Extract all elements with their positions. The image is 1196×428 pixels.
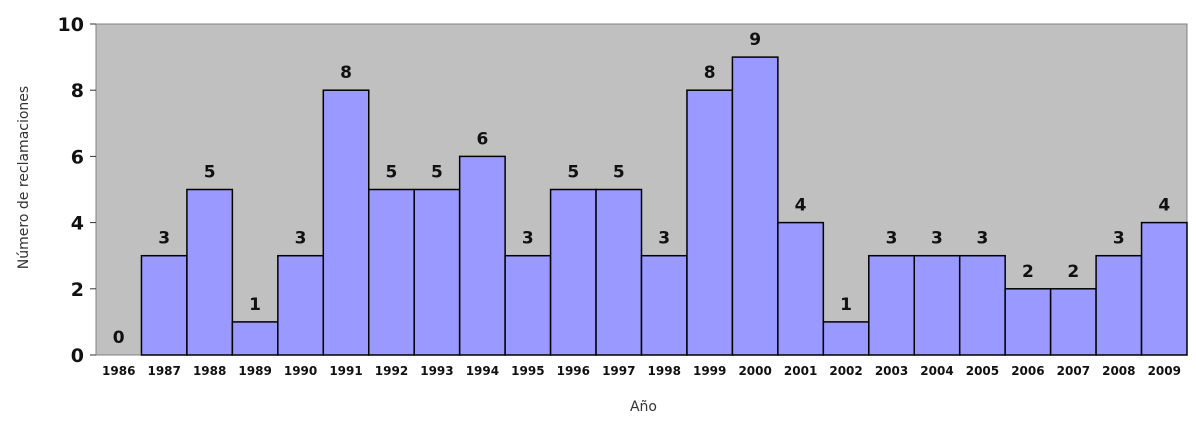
bar-2003 (868, 254, 916, 356)
x-tick-label-1993: 1993 (420, 364, 453, 378)
bar-2000 (731, 56, 779, 356)
data-label-1992: 5 (386, 163, 398, 183)
data-label-2007: 2 (1067, 262, 1079, 282)
x-tick-label-1988: 1988 (193, 364, 226, 378)
bar-1988 (186, 188, 234, 356)
bar-2008 (1095, 254, 1143, 356)
x-tick-label-2006: 2006 (1011, 364, 1044, 378)
data-label-1996: 5 (567, 163, 579, 183)
data-label-1995: 3 (522, 229, 534, 249)
data-label-2000: 9 (749, 30, 761, 50)
bar-1990 (277, 254, 325, 356)
data-label-1998: 3 (658, 229, 670, 249)
data-label-1994: 6 (476, 129, 488, 149)
y-tick-label: 8 (71, 80, 84, 102)
data-label-2001: 4 (795, 196, 807, 216)
bar-1993 (413, 188, 461, 356)
bar-1987 (140, 254, 188, 356)
x-axis-ticks: 1986 1987 1988 1989 1990 1991 1992 1993 1994 1995… (102, 364, 1181, 378)
x-tick-label-1990: 1990 (284, 364, 317, 378)
x-tick-label-1996: 1996 (557, 364, 590, 378)
x-tick-label-1991: 1991 (329, 364, 362, 378)
bar-2006 (1004, 288, 1052, 356)
data-label-2002: 1 (840, 295, 852, 315)
data-label-1986: 0 (113, 328, 125, 348)
data-label-1989: 1 (249, 295, 261, 315)
bar-2002 (822, 321, 870, 356)
bars-group (140, 56, 1188, 356)
x-tick-label-2000: 2000 (738, 364, 771, 378)
x-tick-label-1986: 1986 (102, 364, 135, 378)
bar-1997 (595, 188, 643, 356)
bar-1998 (640, 254, 688, 356)
y-tick-label: 2 (71, 279, 84, 301)
x-tick-label-2001: 2001 (784, 364, 817, 378)
bar-1991 (322, 89, 370, 356)
data-label-2003: 3 (886, 229, 898, 249)
x-tick-label-1992: 1992 (375, 364, 408, 378)
x-tick-label-2005: 2005 (966, 364, 999, 378)
x-tick-label-1989: 1989 (238, 364, 271, 378)
x-tick-label-1998: 1998 (648, 364, 681, 378)
bar-1995 (504, 254, 552, 356)
y-tick-label: 0 (71, 345, 84, 367)
data-label-2004: 3 (931, 229, 943, 249)
x-tick-label-2002: 2002 (829, 364, 862, 378)
bar-1994 (458, 155, 506, 356)
data-label-2009: 4 (1158, 196, 1170, 216)
y-tick-label: 10 (58, 14, 84, 36)
x-tick-label-2009: 2009 (1148, 364, 1181, 378)
y-axis-title: Número de reclamaciones (16, 86, 32, 269)
x-tick-label-2003: 2003 (875, 364, 908, 378)
data-label-1990: 3 (295, 229, 307, 249)
data-labels-group: 0 3 5 1 3 8 5 5 6 3 5 5 3 8 9 4 1 3 3 3 2 2 3 4 (113, 30, 1171, 348)
x-tick-label-1987: 1987 (147, 364, 180, 378)
x-tick-label-1999: 1999 (693, 364, 726, 378)
x-tick-label-1997: 1997 (602, 364, 635, 378)
x-tick-label-2007: 2007 (1057, 364, 1090, 378)
y-axis-ticks: 0 2 4 6 8 10 (58, 14, 96, 367)
bar-2001 (777, 221, 825, 356)
data-label-1997: 5 (613, 163, 625, 183)
bar-2009 (1140, 221, 1188, 356)
data-label-2006: 2 (1022, 262, 1034, 282)
x-tick-label-2008: 2008 (1102, 364, 1135, 378)
bar-2005 (958, 254, 1006, 356)
x-tick-label-1995: 1995 (511, 364, 544, 378)
data-label-2008: 3 (1113, 229, 1125, 249)
y-tick-label: 4 (71, 213, 84, 235)
x-tick-label-2004: 2004 (920, 364, 953, 378)
bar-1989 (231, 321, 279, 356)
x-tick-label-1994: 1994 (466, 364, 499, 378)
x-axis-title: Año (630, 399, 657, 415)
data-label-1991: 8 (340, 63, 352, 83)
data-label-1988: 5 (204, 163, 216, 183)
data-label-1999: 8 (704, 63, 716, 83)
bar-1999 (686, 89, 734, 356)
data-label-1987: 3 (158, 229, 170, 249)
bar-1992 (368, 188, 415, 356)
data-label-1993: 5 (431, 163, 443, 183)
bar-2007 (1049, 288, 1097, 356)
bar-1996 (549, 188, 597, 356)
data-label-2005: 3 (977, 229, 989, 249)
bar-2004 (913, 254, 961, 356)
y-tick-label: 6 (71, 146, 84, 168)
